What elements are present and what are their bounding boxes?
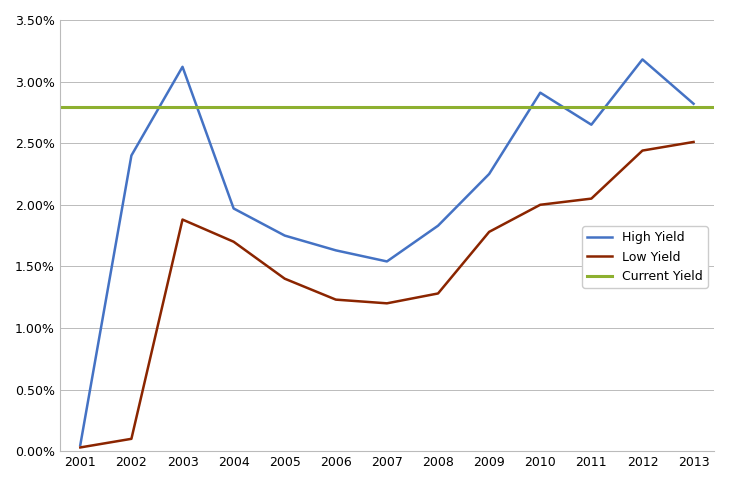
Line: Low Yield: Low Yield — [80, 142, 693, 447]
High Yield — [332, 247, 340, 253]
High Yield — [76, 442, 85, 448]
Low Yield — [178, 217, 187, 223]
Low Yield — [383, 301, 391, 306]
High Yield — [383, 258, 391, 264]
High Yield — [229, 206, 238, 212]
Low Yield — [76, 444, 85, 450]
Low Yield — [229, 239, 238, 244]
Low Yield — [689, 139, 698, 145]
Low Yield — [332, 297, 340, 302]
High Yield — [127, 152, 136, 158]
Low Yield — [434, 290, 443, 296]
High Yield — [485, 171, 494, 177]
Low Yield — [536, 202, 545, 208]
High Yield — [281, 233, 289, 239]
High Yield — [178, 64, 187, 70]
Low Yield — [485, 229, 494, 235]
High Yield — [434, 223, 443, 228]
Low Yield — [638, 148, 647, 153]
High Yield — [638, 57, 647, 62]
High Yield — [587, 122, 596, 128]
Low Yield — [127, 436, 136, 442]
Line: High Yield: High Yield — [80, 60, 693, 445]
Low Yield — [281, 276, 289, 282]
High Yield — [536, 90, 545, 95]
Legend: High Yield, Low Yield, Current Yield: High Yield, Low Yield, Current Yield — [582, 227, 708, 288]
Low Yield — [587, 196, 596, 201]
High Yield — [689, 101, 698, 106]
